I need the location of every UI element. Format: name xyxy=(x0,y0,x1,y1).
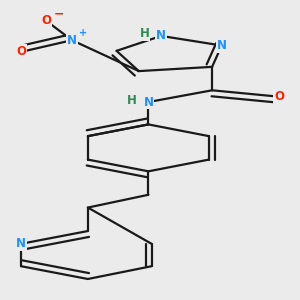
Text: O: O xyxy=(274,90,284,103)
Text: O: O xyxy=(16,45,26,58)
Text: N: N xyxy=(156,29,166,42)
Text: +: + xyxy=(79,28,87,38)
Text: O: O xyxy=(41,14,52,28)
Text: N: N xyxy=(217,39,227,52)
Text: −: − xyxy=(53,8,64,21)
Text: N: N xyxy=(143,95,153,109)
Text: N: N xyxy=(16,237,26,250)
Text: H: H xyxy=(140,27,150,40)
Text: H: H xyxy=(127,94,137,107)
Text: N: N xyxy=(67,34,77,47)
